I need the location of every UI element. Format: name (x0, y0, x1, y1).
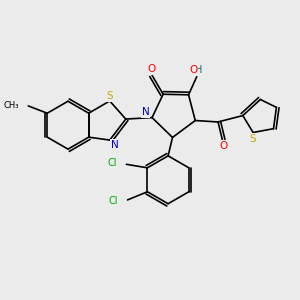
Text: O: O (147, 64, 156, 74)
Text: O: O (189, 65, 197, 75)
Text: S: S (106, 91, 113, 101)
Text: N: N (142, 107, 149, 117)
Text: O: O (219, 141, 227, 151)
Text: Cl: Cl (107, 158, 117, 168)
Text: Cl: Cl (109, 196, 118, 206)
Text: CH₃: CH₃ (3, 101, 19, 110)
Text: H: H (195, 65, 202, 75)
Text: S: S (249, 134, 256, 144)
Text: N: N (110, 140, 118, 150)
